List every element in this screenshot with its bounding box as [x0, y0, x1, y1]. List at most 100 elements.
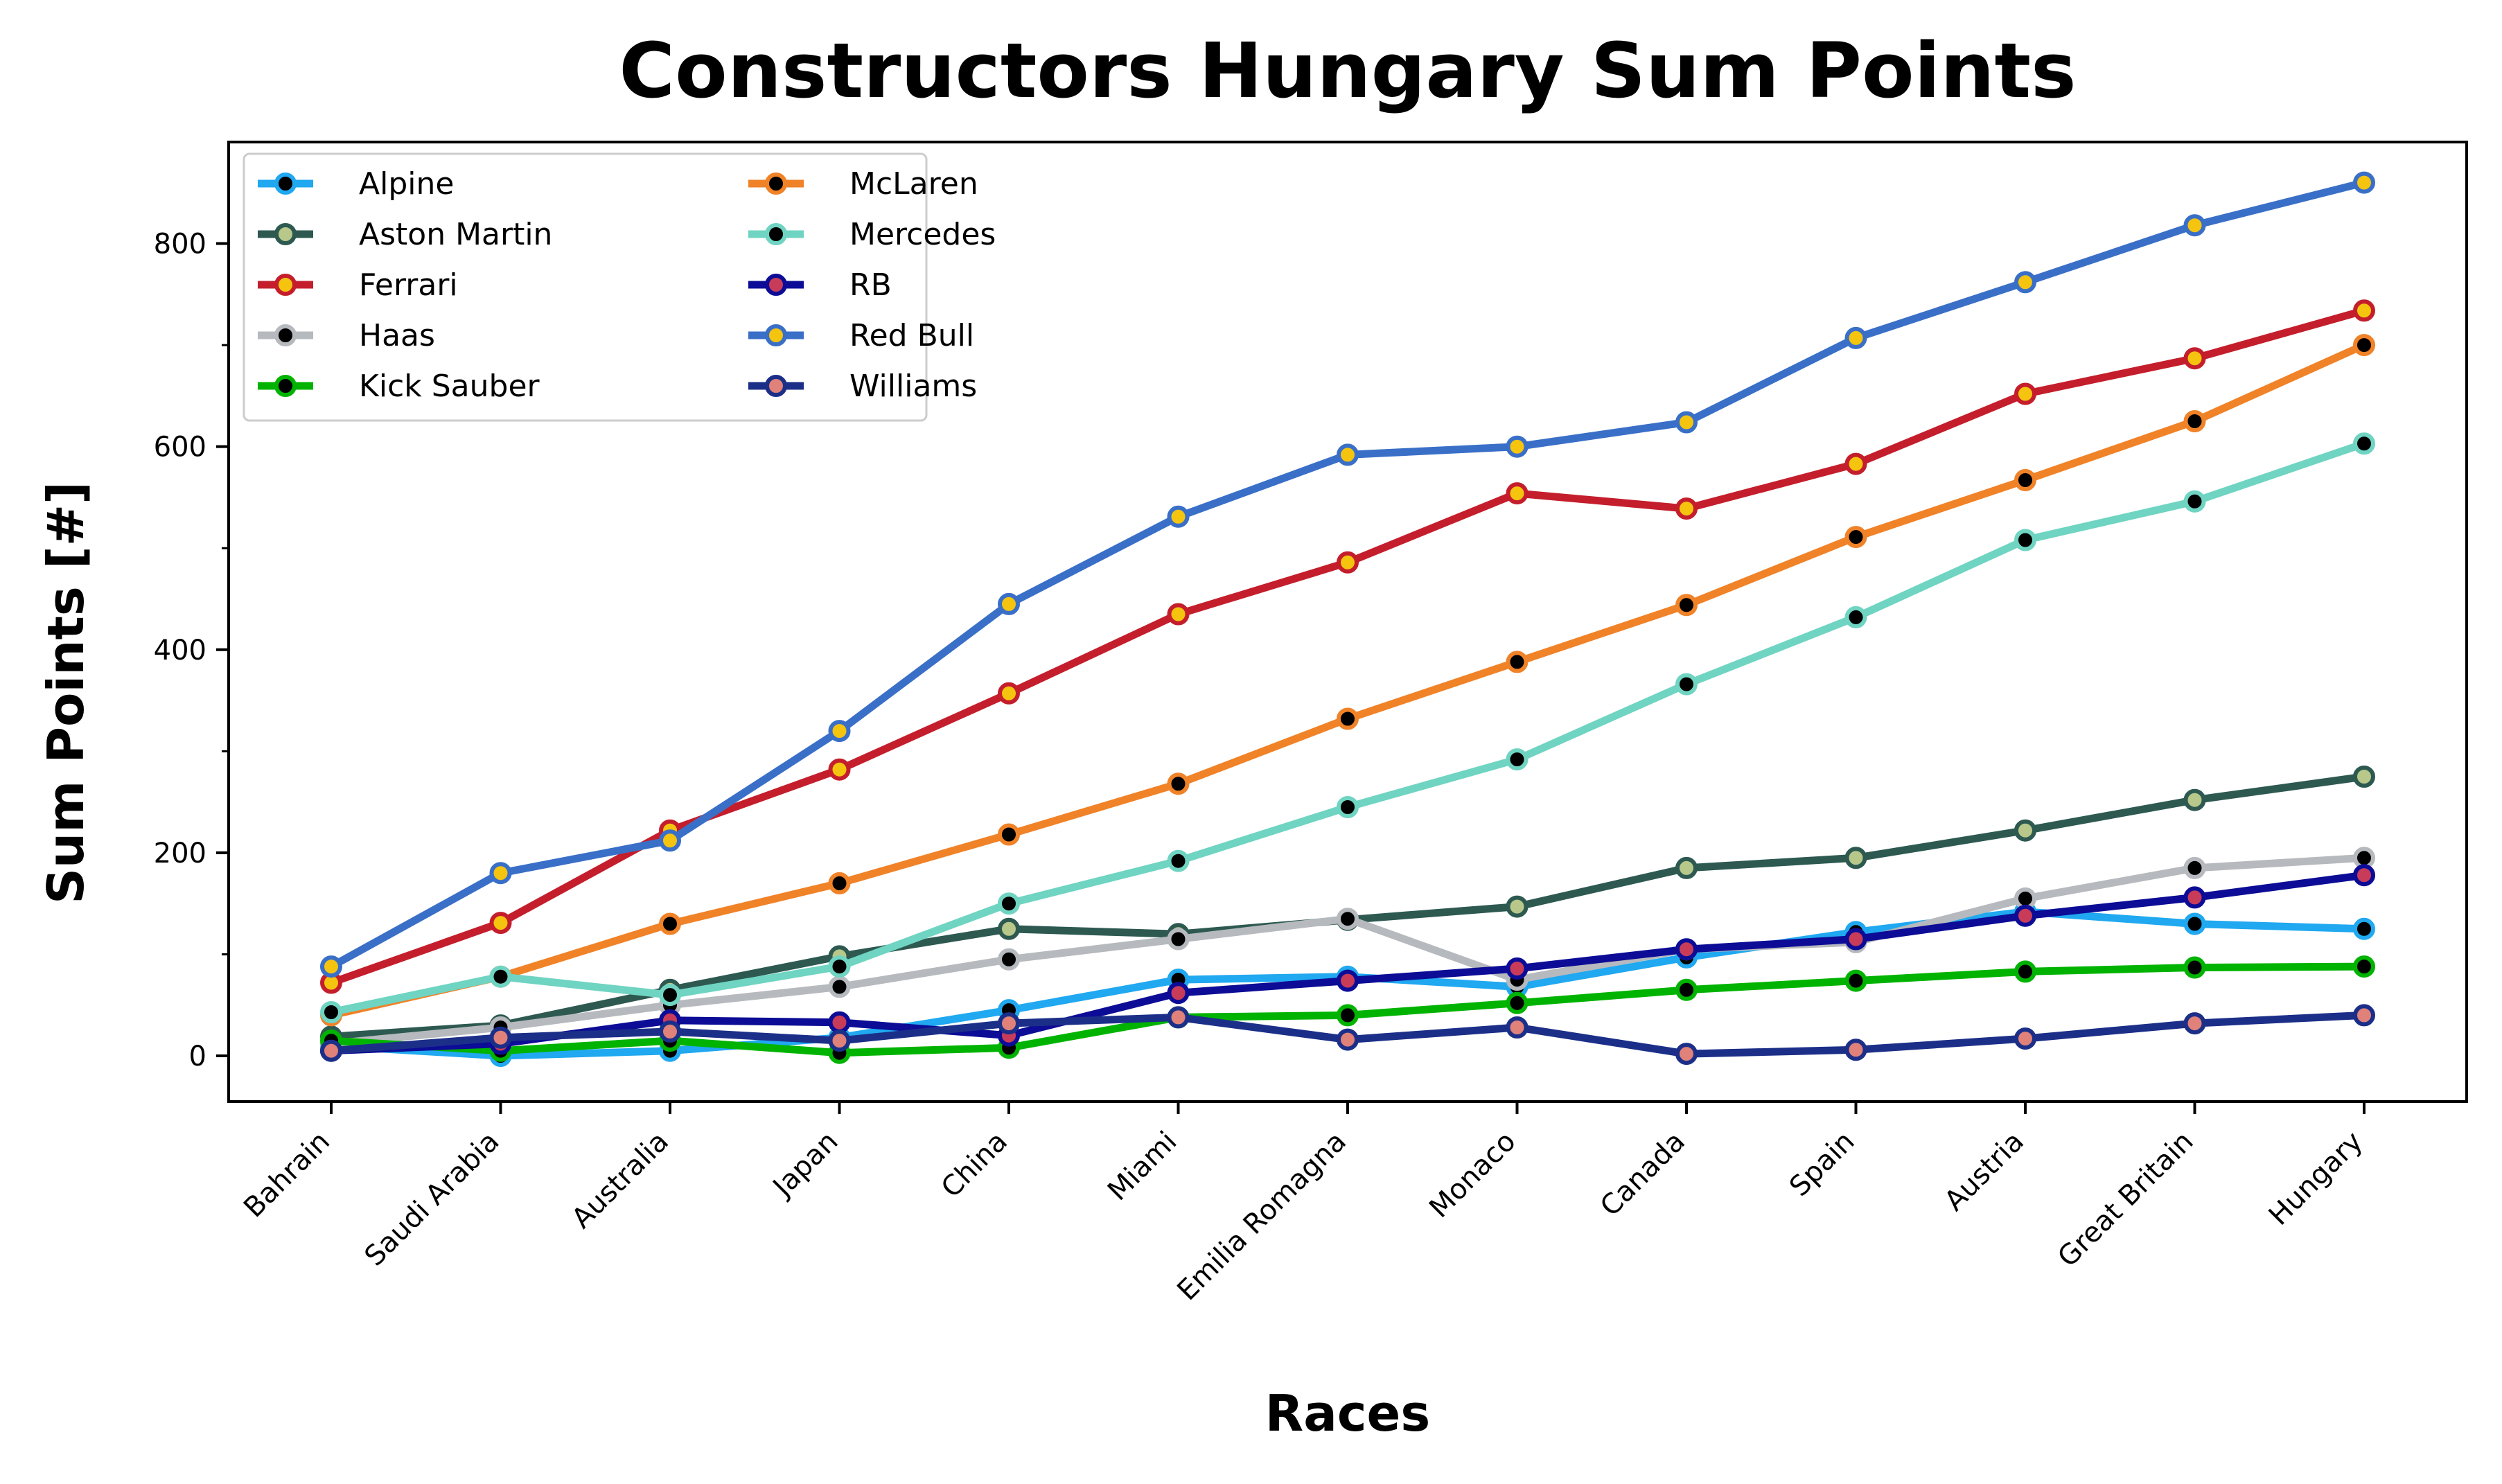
data-point-kick-sauber-emilia-romagna [1337, 1004, 1359, 1027]
legend-swatch-marker [274, 375, 297, 397]
data-point-rb-great-britain [2183, 886, 2206, 909]
data-point-mclaren-great-britain [2183, 410, 2206, 432]
data-point-kick-sauber-canada [1675, 978, 1698, 1001]
y-axis-label: Sum Points [#] [37, 482, 95, 904]
data-point-red-bull-emilia-romagna [1337, 443, 1359, 466]
data-point-mercedes-miami [1167, 849, 1190, 872]
x-tick-label: Bahrain [238, 1126, 336, 1224]
data-point-ferrari-hungary [2353, 299, 2375, 322]
x-tick-label: Great Britain [2052, 1126, 2199, 1273]
data-point-red-bull-bahrain [320, 955, 342, 978]
data-point-mercedes-japan [828, 955, 851, 978]
legend-swatch-marker [765, 274, 787, 296]
x-tick-label: Hungary [2263, 1126, 2369, 1232]
legend-item-mclaren: McLaren [748, 166, 978, 202]
data-point-red-bull-monaco [1506, 435, 1528, 458]
data-point-williams-saudi-arabia [489, 1026, 512, 1049]
legend: Alpine Aston Martin Ferrari Haas Kick Sauber… [243, 152, 996, 422]
y-tick-label: 0 [189, 1041, 206, 1072]
y-tick-label: 200 [154, 838, 206, 869]
legend-item-williams: Williams [748, 369, 977, 404]
data-point-rb-japan [828, 1011, 851, 1034]
data-point-mercedes-hungary [2353, 432, 2375, 455]
data-point-mercedes-monaco [1506, 748, 1528, 771]
legend-label: Aston Martin [359, 217, 552, 252]
x-axis-label: Races [1265, 1384, 1430, 1442]
data-point-kick-sauber-austria [2014, 960, 2036, 983]
x-tick-label: Japan [766, 1126, 845, 1205]
series-red-bull [320, 171, 2375, 978]
legend-item-kick-sauber: Kick Sauber [258, 369, 540, 404]
data-point-williams-austria [2014, 1027, 2036, 1050]
legend-item-red-bull: Red Bull [748, 318, 974, 353]
data-point-mercedes-great-britain [2183, 490, 2206, 513]
data-point-mclaren-australia [659, 912, 681, 935]
data-point-mclaren-china [998, 823, 1020, 846]
data-point-aston-martin-hungary [2353, 766, 2375, 788]
data-point-aston-martin-china [998, 917, 1020, 940]
data-point-haas-emilia-romagna [1337, 908, 1359, 930]
data-point-ferrari-miami [1167, 603, 1190, 626]
data-point-aston-martin-monaco [1506, 895, 1528, 918]
data-point-red-bull-miami [1167, 505, 1190, 528]
legend-swatch-marker [765, 324, 787, 346]
data-point-mercedes-austria [2014, 529, 2036, 551]
legend-label: Ferrari [359, 267, 458, 303]
data-point-mclaren-miami [1167, 772, 1190, 795]
data-point-williams-spain [1844, 1039, 1867, 1061]
data-point-aston-martin-austria [2014, 819, 2036, 842]
data-point-aston-martin-spain [1844, 847, 1867, 869]
data-point-mercedes-spain [1844, 606, 1867, 628]
data-point-mercedes-canada [1675, 673, 1698, 696]
data-point-mclaren-spain [1844, 526, 1867, 549]
x-tick-label: Monaco [1423, 1126, 1522, 1224]
data-point-mercedes-saudi-arabia [489, 965, 512, 988]
data-point-kick-sauber-great-britain [2183, 956, 2206, 979]
data-point-ferrari-emilia-romagna [1337, 551, 1359, 574]
legend-swatch-marker [274, 223, 297, 245]
legend-item-haas: Haas [258, 318, 435, 353]
data-point-rb-spain [1844, 928, 1867, 951]
legend-swatch-marker [274, 274, 297, 296]
data-point-rb-emilia-romagna [1337, 969, 1359, 992]
data-point-williams-great-britain [2183, 1012, 2206, 1035]
y-tick-label: 600 [154, 432, 206, 463]
data-point-alpine-hungary [2353, 917, 2375, 940]
data-point-alpine-great-britain [2183, 912, 2206, 935]
legend-label: Kick Sauber [359, 369, 540, 404]
data-point-mercedes-australia [659, 984, 681, 1007]
data-point-mclaren-monaco [1506, 651, 1528, 673]
data-point-mclaren-austria [2014, 469, 2036, 491]
data-point-mercedes-china [998, 892, 1020, 915]
legend-item-ferrari: Ferrari [258, 267, 458, 303]
legend-swatch-marker [765, 223, 787, 245]
series-williams [320, 1004, 2375, 1066]
legend-box [243, 152, 928, 422]
plot-area [320, 171, 2375, 1067]
y-tick-label: 400 [154, 635, 206, 666]
x-tick-label: Miami [1102, 1126, 1183, 1208]
data-point-haas-miami [1167, 928, 1190, 951]
data-point-haas-great-britain [2183, 856, 2206, 879]
legend-item-aston-martin: Aston Martin [258, 217, 552, 252]
data-point-williams-monaco [1506, 1016, 1528, 1039]
data-point-red-bull-japan [828, 720, 851, 743]
data-point-rb-austria [2014, 904, 2036, 927]
data-point-haas-japan [828, 975, 851, 998]
legend-item-mercedes: Mercedes [748, 217, 996, 252]
data-point-rb-hungary [2353, 864, 2375, 887]
data-point-williams-bahrain [320, 1039, 342, 1062]
data-point-williams-emilia-romagna [1337, 1028, 1359, 1051]
legend-label: Williams [849, 369, 977, 404]
legend-label: RB [849, 267, 892, 303]
data-point-williams-hungary [2353, 1004, 2375, 1027]
data-point-mclaren-hungary [2353, 334, 2375, 357]
data-point-aston-martin-canada [1675, 856, 1698, 879]
legend-item-rb: RB [748, 267, 892, 303]
chart-title: Constructors Hungary Sum Points [619, 26, 2076, 115]
data-point-red-bull-great-britain [2183, 214, 2206, 237]
data-point-ferrari-japan [828, 758, 851, 781]
series-mercedes [320, 432, 2375, 1023]
x-tick-label: Spain [1783, 1126, 1861, 1203]
